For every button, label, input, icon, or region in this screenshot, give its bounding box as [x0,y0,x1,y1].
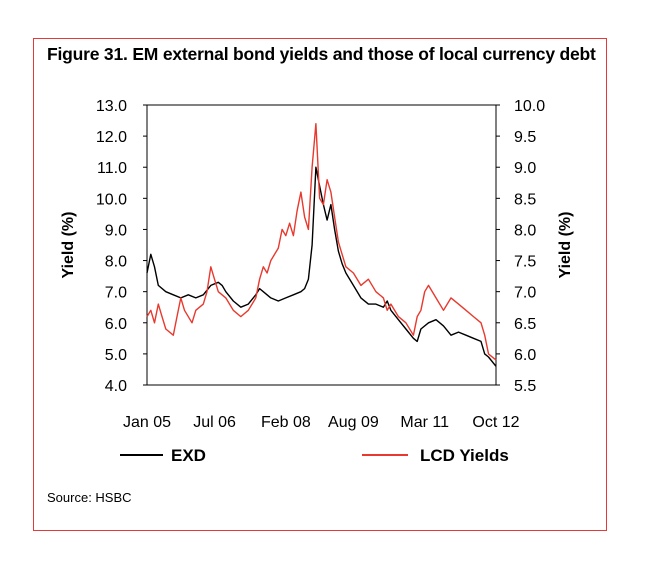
y-axis-right: 10.0 9.5 9.0 8.5 8.0 7.5 7.0 6.5 6.0 5.5 [496,98,545,395]
plot-area [146,104,497,386]
y-tick-label-right: 10.0 [514,98,545,115]
series-line-lcd-yields [146,122,497,361]
y-tick-label-left: 4.0 [105,378,127,395]
x-tick-label: Aug 09 [328,414,379,431]
y-tick-label-right: 7.5 [514,254,536,271]
x-tick-label: Oct 12 [472,414,519,431]
legend: EXD LCD Yields [120,446,509,465]
y-tick-label-right: 8.5 [514,191,536,208]
y-tick-label-left: 9.0 [105,222,127,239]
y-tick-label-right: 9.5 [514,129,536,146]
y-tick-label-right: 9.0 [514,160,536,177]
y-tick-label-right: 6.5 [514,316,536,333]
y-axis-label-right: Yield (%) [557,212,574,279]
x-tick-label: Jan 05 [123,414,171,431]
y-tick-label-right: 8.0 [514,222,536,239]
y-tick-label-left: 11.0 [97,160,127,177]
y-axis-left: 13.0 12.0 11.0 10.0 9.0 8.0 7.0 6.0 5.0 4.0 [96,98,147,395]
y-tick-label-left: 12.0 [96,129,127,146]
y-tick-label-left: 10.0 [96,191,127,208]
y-tick-label-left: 6.0 [105,316,127,333]
y-axis-label-left: Yield (%) [60,212,77,279]
legend-label: EXD [171,446,206,465]
x-axis: Jan 05 Jul 06 Feb 08 Aug 09 Mar 11 Oct 12 [123,414,520,431]
legend-label: LCD Yields [420,446,509,465]
series-line-exd [146,166,497,367]
figure-title: Figure 31. EM external bond yields and t… [47,44,596,64]
y-tick-label-right: 5.5 [514,378,536,395]
x-tick-label: Feb 08 [261,414,311,431]
source-note: Source: HSBC [47,490,132,505]
y-tick-label-left: 7.0 [105,285,127,302]
y-tick-label-right: 7.0 [514,285,536,302]
y-tick-label-left: 5.0 [105,347,127,364]
x-tick-label: Mar 11 [400,414,449,431]
y-tick-label-left: 13.0 [96,98,127,115]
figure-frame [33,38,607,531]
y-tick-label-left: 8.0 [105,254,127,271]
x-tick-label: Jul 06 [193,414,236,431]
y-tick-label-right: 6.0 [514,347,536,364]
series-layer [146,122,497,367]
